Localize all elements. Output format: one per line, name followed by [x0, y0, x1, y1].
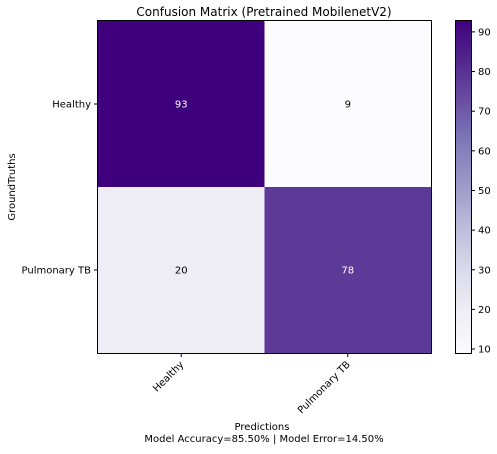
x-axis-sublabel: Model Accuracy=85.50% | Model Error=14.5…: [144, 434, 383, 445]
colorbar-ticks: 10 20 30 40 50 60 70 80 90: [471, 27, 491, 356]
x-tick-label: Pulmonary TB: [296, 359, 353, 416]
plot-frame: [97, 20, 432, 354]
colorbar-tick-label: 80: [478, 67, 491, 78]
colorbar-tick-label: 90: [478, 27, 491, 38]
colorbar-frame: [455, 20, 472, 354]
colorbar-tick-label: 10: [478, 345, 491, 356]
colorbar-tick-label: 20: [478, 305, 491, 316]
heatmap-cells: 93 9 20 78: [98, 21, 431, 353]
chart-title: Confusion Matrix (Pretrained MobilenetV2…: [136, 5, 391, 19]
heatmap-cell: [98, 187, 265, 353]
colorbar-tick-label: 40: [478, 226, 491, 237]
colorbar-gradient: [455, 20, 471, 353]
y-axis-label: GroundTruths: [7, 153, 18, 220]
y-axis: Healthy Pulmonary TB: [22, 100, 98, 277]
cell-value-label: 20: [175, 266, 188, 277]
colorbar-tick-label: 70: [478, 107, 491, 118]
colorbar: 10 20 30 40 50 60 70 80 90: [455, 20, 491, 356]
y-tick-label: Pulmonary TB: [22, 266, 92, 277]
colorbar-tick-label: 30: [478, 265, 491, 276]
heatmap-cell: [264, 187, 431, 353]
colorbar-tick-label: 60: [478, 146, 491, 157]
colorbar-tick-label: 50: [478, 186, 491, 197]
cell-value-label: 9: [345, 100, 351, 111]
y-tick-label: Healthy: [52, 100, 91, 111]
cell-value-label: 78: [341, 266, 354, 277]
cell-value-label: 93: [175, 100, 188, 111]
x-axis-label: Predictions: [235, 422, 290, 433]
heatmap-cell: [98, 21, 265, 187]
x-tick-label: Healthy: [151, 359, 186, 394]
x-axis: Healthy Pulmonary TB: [151, 353, 353, 416]
heatmap-cell: [264, 21, 431, 187]
